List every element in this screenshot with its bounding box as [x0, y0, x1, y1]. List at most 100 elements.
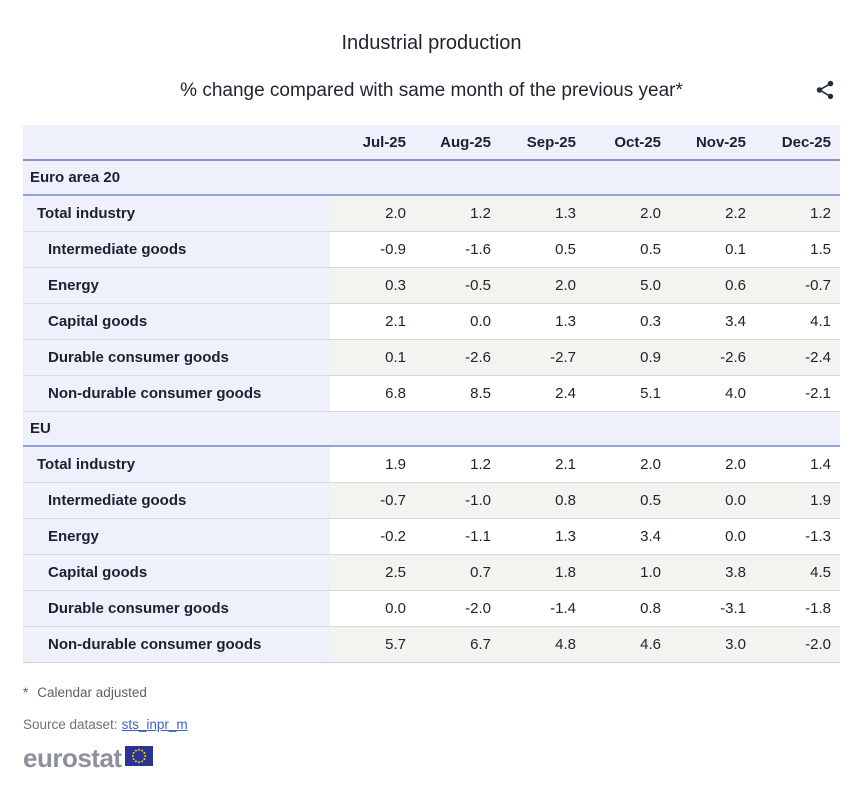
- value-cell: 2.4: [500, 375, 585, 412]
- row-label: Capital goods: [23, 303, 330, 340]
- footnote: * Calendar adjusted: [23, 685, 840, 700]
- table-row: Energy 0.3 -0.5 2.0 5.0 0.6 -0.7: [23, 267, 840, 304]
- source-label: Source dataset:: [23, 717, 118, 732]
- value-cell: 0.0: [670, 518, 755, 555]
- share-icon: [812, 79, 838, 101]
- value-cell: 1.4: [755, 446, 840, 483]
- value-cell: -0.7: [330, 482, 415, 519]
- value-cell: 5.7: [330, 626, 415, 663]
- value-cell: 2.0: [585, 195, 670, 232]
- value-cell: 1.3: [500, 303, 585, 340]
- value-cell: 2.0: [585, 446, 670, 483]
- table-row: Non-durable consumer goods 5.7 6.7 4.8 4…: [23, 626, 840, 663]
- value-cell: -2.6: [670, 339, 755, 376]
- table-row: Durable consumer goods 0.0 -2.0 -1.4 0.8…: [23, 590, 840, 627]
- column-header: Oct-25: [585, 125, 670, 161]
- value-cell: 2.1: [330, 303, 415, 340]
- value-cell: 8.5: [415, 375, 500, 412]
- value-cell: 4.8: [500, 626, 585, 663]
- value-cell: -1.3: [755, 518, 840, 555]
- value-cell: 5.1: [585, 375, 670, 412]
- eurostat-logo-text: eurostat: [23, 743, 122, 773]
- value-cell: 6.8: [330, 375, 415, 412]
- value-cell: 2.5: [330, 554, 415, 591]
- row-label: Energy: [23, 518, 330, 555]
- value-cell: 0.9: [585, 339, 670, 376]
- footnote-text: Calendar adjusted: [37, 685, 147, 700]
- value-cell: 1.9: [330, 446, 415, 483]
- value-cell: 1.0: [585, 554, 670, 591]
- row-label: Non-durable consumer goods: [23, 626, 330, 663]
- source-dataset-link[interactable]: sts_inpr_m: [121, 717, 188, 732]
- table-row: Energy -0.2 -1.1 1.3 3.4 0.0 -1.3: [23, 518, 840, 555]
- value-cell: 2.0: [670, 446, 755, 483]
- value-cell: -1.8: [755, 590, 840, 627]
- value-cell: 3.4: [670, 303, 755, 340]
- eurostat-logo[interactable]: eurostat: [23, 745, 840, 771]
- column-header: Sep-25: [500, 125, 585, 161]
- row-label: Energy: [23, 267, 330, 304]
- table-row: Durable consumer goods 0.1 -2.6 -2.7 0.9…: [23, 339, 840, 376]
- subtitle-row: % change compared with same month of the…: [23, 80, 840, 106]
- row-label: Intermediate goods: [23, 231, 330, 268]
- section-row-euro-area-20: Euro area 20: [23, 160, 840, 196]
- value-cell: -2.0: [415, 590, 500, 627]
- chart-subtitle: % change compared with same month of the…: [180, 80, 683, 101]
- value-cell: -1.6: [415, 231, 500, 268]
- row-label: Intermediate goods: [23, 482, 330, 519]
- value-cell: -0.9: [330, 231, 415, 268]
- row-label: Durable consumer goods: [23, 339, 330, 376]
- value-cell: 0.1: [330, 339, 415, 376]
- value-cell: -2.4: [755, 339, 840, 376]
- value-cell: 1.2: [415, 446, 500, 483]
- value-cell: -1.1: [415, 518, 500, 555]
- value-cell: -0.7: [755, 267, 840, 304]
- row-label: Total industry: [23, 195, 330, 232]
- value-cell: 2.0: [500, 267, 585, 304]
- value-cell: 3.8: [670, 554, 755, 591]
- footnote-marker: *: [23, 685, 29, 700]
- value-cell: -0.5: [415, 267, 500, 304]
- value-cell: 0.0: [670, 482, 755, 519]
- value-cell: 0.5: [500, 231, 585, 268]
- value-cell: 0.3: [585, 303, 670, 340]
- value-cell: 1.3: [500, 518, 585, 555]
- value-cell: -2.6: [415, 339, 500, 376]
- value-cell: 0.0: [415, 303, 500, 340]
- value-cell: 6.7: [415, 626, 500, 663]
- share-button[interactable]: [812, 77, 838, 103]
- value-cell: 1.2: [755, 195, 840, 232]
- row-label: Non-durable consumer goods: [23, 375, 330, 412]
- table-row: Non-durable consumer goods 6.8 8.5 2.4 5…: [23, 375, 840, 412]
- value-cell: -1.4: [500, 590, 585, 627]
- value-cell: 0.5: [585, 231, 670, 268]
- table-row: Capital goods 2.5 0.7 1.8 1.0 3.8 4.5: [23, 554, 840, 591]
- value-cell: 2.0: [330, 195, 415, 232]
- value-cell: -2.7: [500, 339, 585, 376]
- value-cell: 2.1: [500, 446, 585, 483]
- column-header: Jul-25: [330, 125, 415, 161]
- value-cell: 5.0: [585, 267, 670, 304]
- table-row: Total industry 2.0 1.2 1.3 2.0 2.2 1.2: [23, 195, 840, 232]
- value-cell: 0.8: [500, 482, 585, 519]
- value-cell: 4.0: [670, 375, 755, 412]
- column-header: Aug-25: [415, 125, 500, 161]
- value-cell: -1.0: [415, 482, 500, 519]
- section-label: EU: [23, 411, 840, 447]
- column-header-row: Jul-25 Aug-25 Sep-25 Oct-25 Nov-25 Dec-2…: [23, 125, 840, 161]
- eu-flag-icon: [124, 745, 153, 771]
- value-cell: 1.8: [500, 554, 585, 591]
- value-cell: -3.1: [670, 590, 755, 627]
- source-row: Source dataset: sts_inpr_m: [23, 717, 840, 732]
- page-title: Industrial production: [341, 32, 522, 54]
- value-cell: 0.6: [670, 267, 755, 304]
- value-cell: 1.3: [500, 195, 585, 232]
- value-cell: 1.9: [755, 482, 840, 519]
- table-row: Capital goods 2.1 0.0 1.3 0.3 3.4 4.1: [23, 303, 840, 340]
- row-label: Capital goods: [23, 554, 330, 591]
- value-cell: 0.3: [330, 267, 415, 304]
- column-header: Dec-25: [755, 125, 840, 161]
- section-row-eu: EU: [23, 411, 840, 447]
- value-cell: -0.2: [330, 518, 415, 555]
